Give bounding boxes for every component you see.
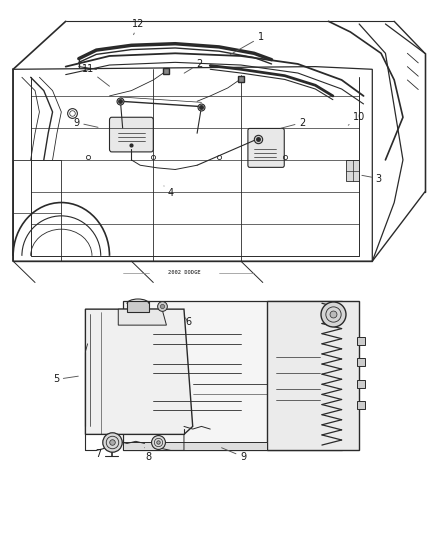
Text: 9: 9 bbox=[74, 118, 98, 127]
Polygon shape bbox=[346, 160, 359, 181]
Polygon shape bbox=[118, 309, 166, 325]
Polygon shape bbox=[123, 402, 153, 413]
Text: 11: 11 bbox=[81, 64, 110, 86]
Text: 3: 3 bbox=[362, 174, 382, 183]
FancyBboxPatch shape bbox=[248, 128, 284, 167]
Text: 7: 7 bbox=[95, 447, 110, 459]
Text: 8: 8 bbox=[145, 448, 152, 462]
Polygon shape bbox=[127, 301, 149, 312]
Polygon shape bbox=[123, 341, 153, 352]
Text: 9: 9 bbox=[222, 448, 246, 462]
Text: 2: 2 bbox=[281, 118, 305, 128]
FancyBboxPatch shape bbox=[110, 117, 153, 152]
Text: 2002 DODGE: 2002 DODGE bbox=[168, 270, 200, 276]
Text: 1: 1 bbox=[230, 33, 264, 54]
Text: 12: 12 bbox=[132, 19, 144, 35]
Polygon shape bbox=[123, 442, 267, 450]
Text: 5: 5 bbox=[53, 375, 78, 384]
Polygon shape bbox=[123, 301, 342, 450]
Polygon shape bbox=[123, 373, 153, 384]
Polygon shape bbox=[267, 301, 359, 450]
Polygon shape bbox=[85, 309, 193, 434]
Text: 2: 2 bbox=[184, 59, 202, 73]
Text: 6: 6 bbox=[185, 318, 191, 327]
Text: 4: 4 bbox=[164, 186, 174, 198]
Text: 10: 10 bbox=[348, 112, 365, 125]
